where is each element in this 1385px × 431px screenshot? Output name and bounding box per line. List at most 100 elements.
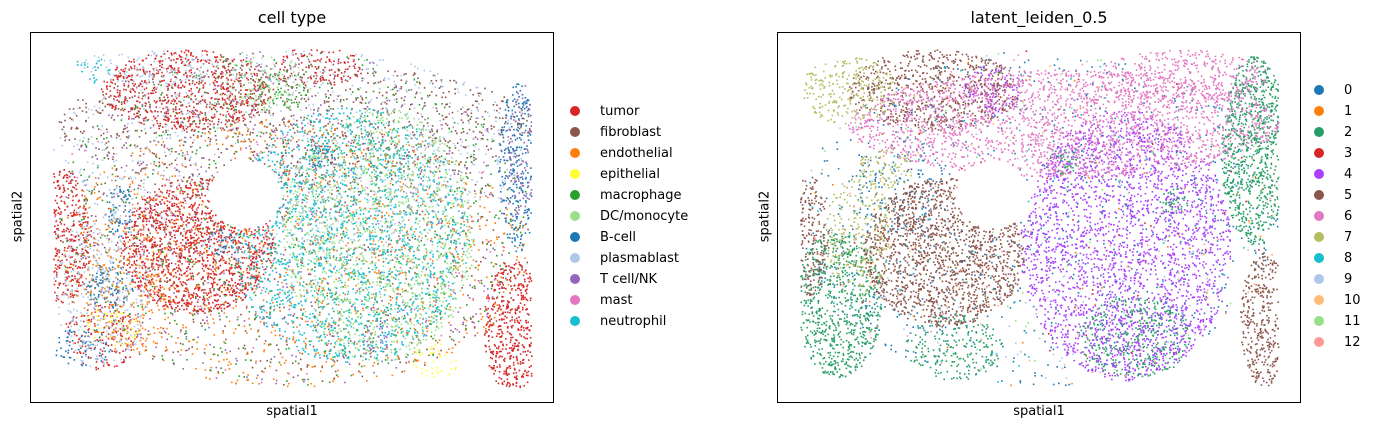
data-point [283,307,285,309]
data-point [98,191,100,193]
data-point [149,239,151,241]
data-point [326,344,328,346]
data-point [274,330,276,332]
data-point [193,130,195,132]
data-point [334,167,336,169]
data-point [296,239,298,241]
data-point [160,228,162,230]
data-point [116,323,118,325]
data-point [315,78,317,80]
data-point [221,106,223,108]
data-point [171,191,173,193]
data-point [504,322,506,324]
data-point [531,373,533,375]
data-point [315,83,317,85]
data-point [446,153,448,155]
data-point [148,93,150,95]
data-point [241,257,243,259]
data-point [221,235,223,237]
data-point [84,212,86,214]
data-point [177,305,179,307]
data-point [286,56,288,58]
data-point [247,130,249,132]
data-point [60,283,62,285]
data-point [307,89,309,91]
data-point [465,146,467,148]
data-point [63,231,65,233]
data-point [105,224,107,226]
data-point [372,320,374,322]
data-point [55,280,57,282]
data-point [241,141,243,143]
data-point [186,106,188,108]
data-point [217,56,219,58]
data-point [141,196,143,198]
data-point [473,150,475,152]
data-point [109,86,111,88]
data-point [368,320,370,322]
data-point [266,239,268,241]
data-point [528,371,530,373]
data-point [202,260,204,262]
data-point [238,283,240,285]
data-point [514,264,516,266]
data-point [410,267,412,269]
data-point [62,129,64,131]
data-point [365,108,367,110]
data-point [377,126,379,128]
data-point [192,296,194,298]
data-point [191,72,193,74]
data-point [218,304,220,306]
data-point [146,103,148,105]
data-point [120,318,122,320]
data-point [308,364,310,366]
data-point [386,92,388,94]
data-point [56,195,58,197]
data-point [90,357,92,359]
data-point [209,120,211,122]
data-point [215,264,217,266]
data-point [388,160,390,162]
data-point [150,64,152,66]
data-point [206,244,208,246]
data-point [394,71,396,73]
data-point [152,79,154,81]
data-point [317,59,319,61]
data-point [321,146,323,148]
data-point [200,231,202,233]
data-point [136,260,138,262]
data-point [370,208,372,210]
data-point [471,113,473,115]
data-point [163,75,165,77]
data-point [304,249,306,251]
data-point [58,259,60,261]
data-point [123,89,125,91]
data-point [333,143,335,145]
data-point [152,358,154,360]
data-point [58,252,60,254]
data-point [79,261,81,263]
data-point [210,307,212,309]
data-point [193,240,195,242]
data-point [410,124,412,126]
data-point [213,290,215,292]
data-point [241,69,243,71]
data-point [428,137,430,139]
data-point [490,148,492,150]
data-point [201,82,203,84]
data-point [199,287,201,289]
data-point [204,308,206,310]
data-point [262,229,264,231]
data-point [127,131,129,133]
data-point [237,136,239,138]
data-point [376,376,378,378]
data-point [71,234,73,236]
data-point [433,75,435,77]
data-point [491,318,493,320]
data-point [188,294,190,296]
data-point [240,83,242,85]
data-point [171,163,173,165]
data-point [519,133,521,135]
data-point [146,221,148,223]
data-point [528,314,530,316]
